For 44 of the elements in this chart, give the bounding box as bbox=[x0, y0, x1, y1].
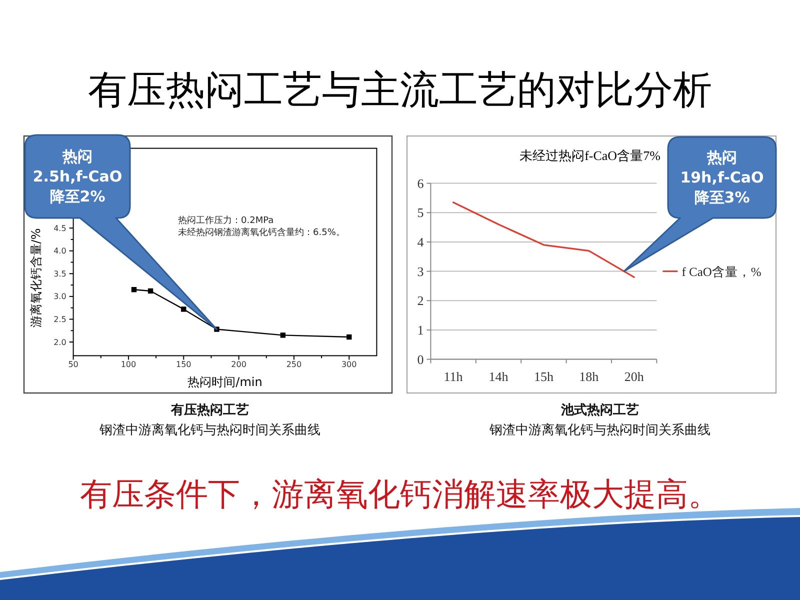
annotation: 未经热闷钢渣游离氧化钙含量约：6.5%。 bbox=[178, 227, 345, 238]
x-tick-label: 300 bbox=[341, 360, 357, 369]
y-tick-label: 6 bbox=[417, 176, 424, 191]
point bbox=[181, 306, 186, 312]
point bbox=[148, 288, 154, 294]
text: 钢渣中游离氧化钙与热闷时间关系曲线 bbox=[98, 422, 320, 438]
point bbox=[131, 287, 137, 292]
legend-label: f CaO含量，% bbox=[682, 264, 762, 279]
x-tick-label: 200 bbox=[231, 360, 246, 369]
text: 有压热闷工艺与主流工艺的对比分析 bbox=[88, 68, 712, 113]
line-series bbox=[452, 202, 635, 278]
y-tick-label: 3.5 bbox=[54, 269, 66, 278]
x-tick-label: 50 bbox=[68, 360, 78, 369]
text: 热闷19h,f-CaO降至3% bbox=[680, 148, 764, 206]
x-tick-label: 20h bbox=[624, 369, 644, 384]
text: 有压热闷工艺 bbox=[170, 403, 249, 418]
point bbox=[346, 334, 352, 340]
y-tick-label: 3.0 bbox=[54, 292, 66, 302]
x-tick-label: 18h bbox=[579, 369, 600, 384]
chart-title: 未经过热闷f-CaO含量7% bbox=[520, 148, 661, 163]
x-tick-label: 250 bbox=[286, 360, 302, 369]
y-tick-label: 1 bbox=[417, 322, 424, 338]
y-tick-label: 0 bbox=[417, 352, 424, 367]
y-tick-label: 4.5 bbox=[54, 224, 66, 233]
y-tick-label: 5 bbox=[417, 205, 424, 220]
y-tick-label: 4.0 bbox=[54, 246, 66, 256]
y-tick-label: 2 bbox=[417, 293, 424, 308]
y-tick-label: 2.5 bbox=[54, 315, 66, 324]
y-tick-label: 2.0 bbox=[54, 338, 66, 347]
point bbox=[280, 332, 286, 338]
y-tick-label: 4 bbox=[417, 234, 424, 250]
x-tick-label: 11h bbox=[444, 369, 464, 384]
text: 钢渣中游离氧化钙与热闷时间关系曲线 bbox=[488, 422, 710, 438]
annotation: 热闷工作压力：0.2MPa bbox=[178, 215, 274, 226]
text: 有压条件下，游离氧化钙消解速率极大提高。 bbox=[80, 475, 720, 513]
y-tick-label: 3 bbox=[417, 264, 424, 279]
x-axis-title: 热闷时间/min bbox=[188, 375, 262, 389]
annotation: 热闷2.5h,f-CaO降至2% bbox=[32, 148, 122, 206]
y-axis-title: 游离氧化钙含量/% bbox=[29, 228, 43, 328]
x-tick-label: 150 bbox=[176, 360, 192, 369]
x-tick-label: 15h bbox=[534, 369, 554, 384]
x-tick-label: 100 bbox=[120, 360, 136, 369]
x-tick-label: 14h bbox=[488, 369, 509, 384]
text: 池式热闷工艺 bbox=[560, 402, 639, 418]
